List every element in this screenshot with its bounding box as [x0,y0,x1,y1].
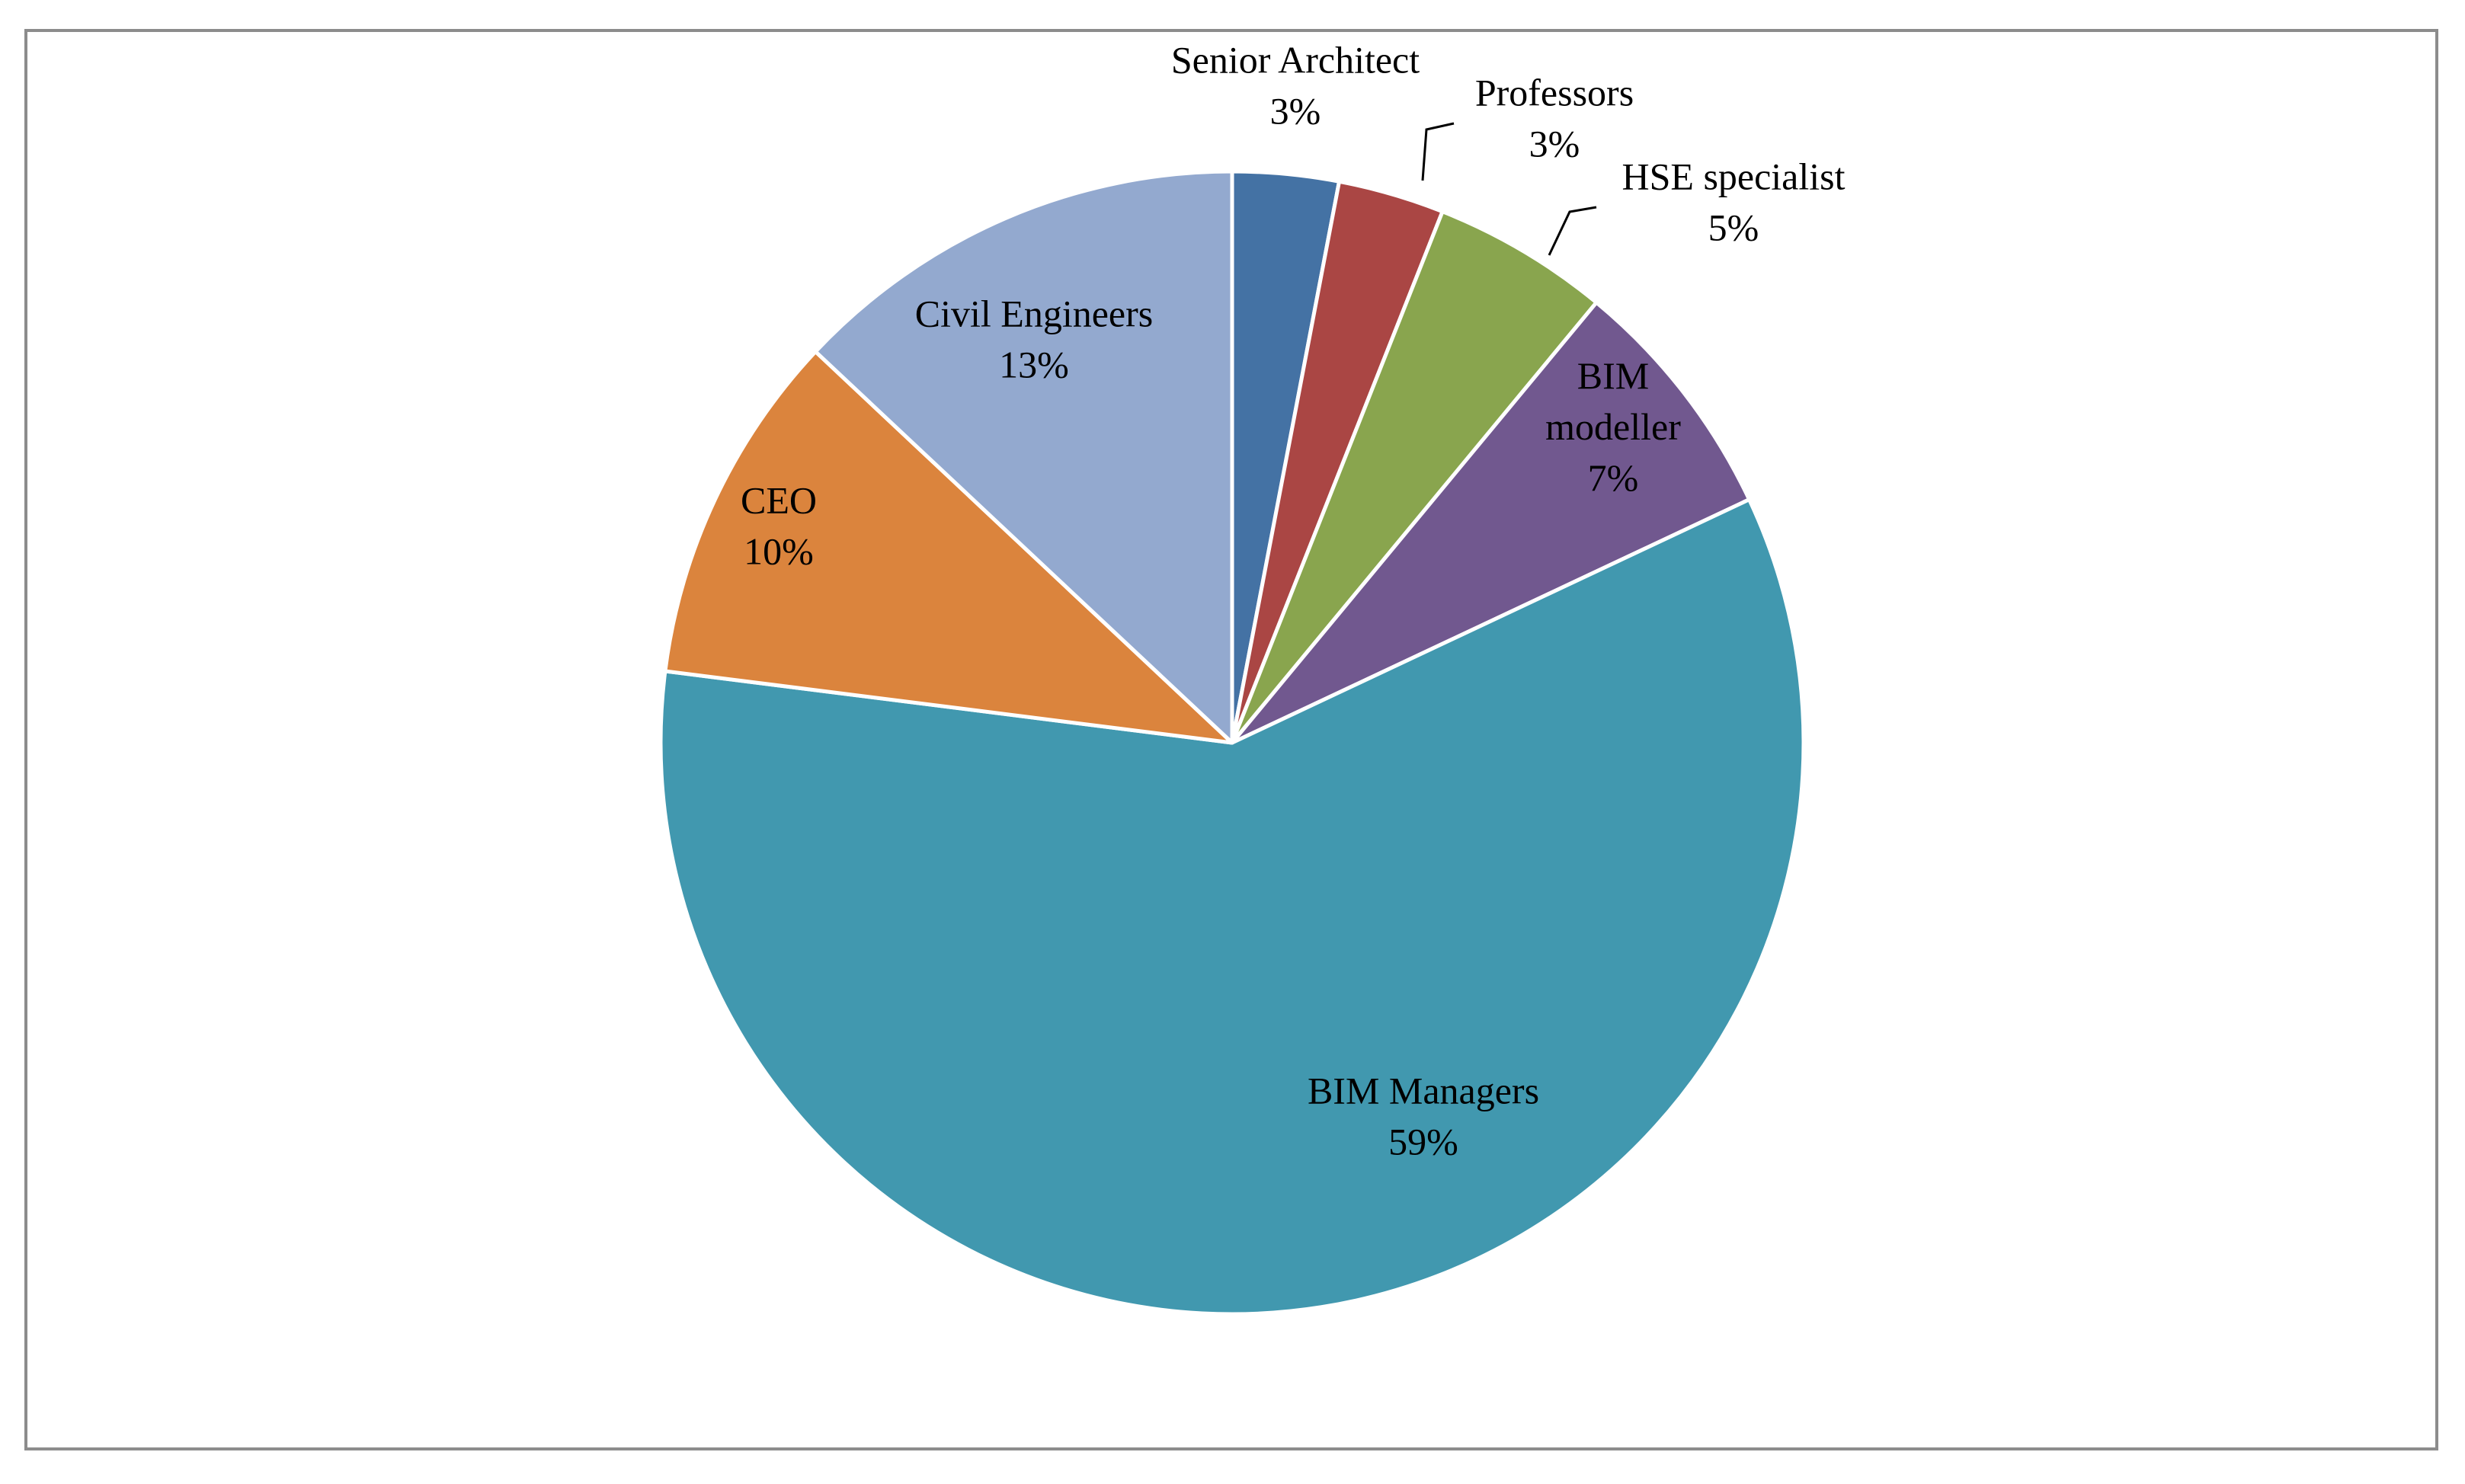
data-label-ceo: CEO 10% [741,479,817,573]
leader-lines [1421,122,1597,256]
leader-line-hse-specialist [1548,206,1597,256]
pie-slice-bim-managers [658,497,1806,1316]
data-label-professors: Professors 3% [1475,72,1634,165]
data-label-civil-engineers: Civil Engineers 13% [915,293,1153,386]
data-label-bim-managers: BIM Managers 59% [1308,1070,1539,1163]
leader-line-professors [1421,122,1455,181]
pie-slice-hse-specialist [1230,209,1599,745]
pie-slice-bim-modeller [1230,300,1752,745]
pie-slice-civil-engineers [813,169,1234,745]
slice-labels: Senior Architect 3% Professors 3%HSE specia… [741,39,1846,1163]
pie-slice-ceo [663,350,1234,745]
pie-slices [658,169,1806,1316]
data-label-hse-specialist: HSE specialist 5% [1621,155,1845,249]
data-label-senior-architect: Senior Architect 3% [1171,39,1420,133]
data-label-bim-modeller: BIM modeller 7% [1545,354,1681,499]
